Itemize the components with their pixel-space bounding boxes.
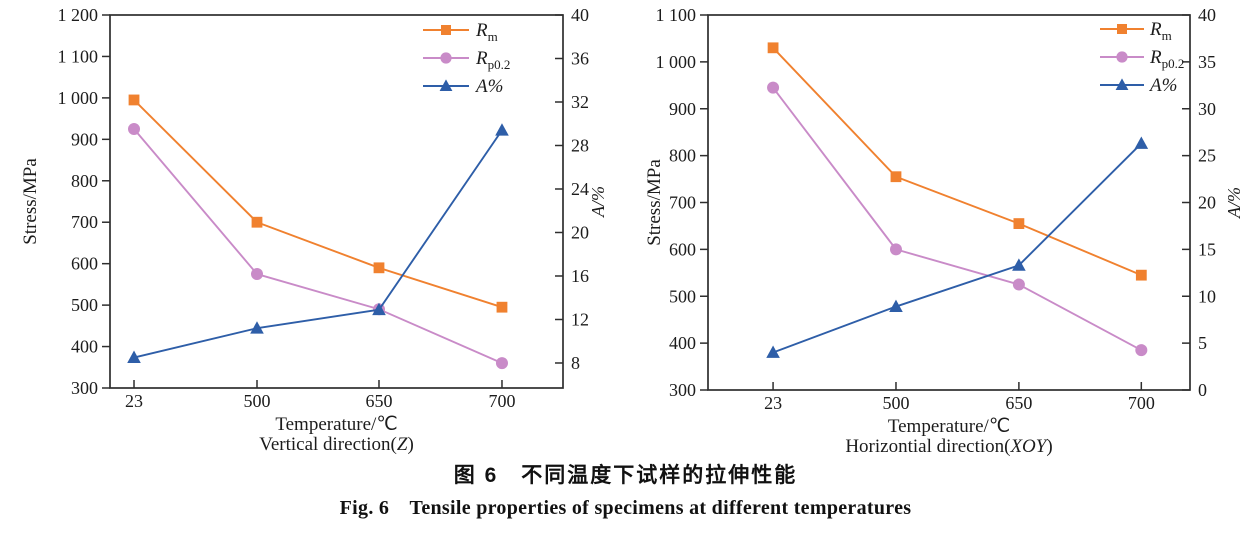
svg-text:900: 900 — [71, 129, 98, 149]
svg-text:600: 600 — [669, 239, 696, 259]
svg-text:12: 12 — [571, 309, 589, 329]
svg-text:700: 700 — [488, 391, 515, 411]
y-axis-right: 40 35 30 25 20 15 10 5 0 — [1182, 5, 1216, 400]
series-a — [766, 136, 1149, 358]
svg-text:5: 5 — [1198, 333, 1207, 353]
legend-item-a: A% — [423, 76, 503, 97]
svg-text:32: 32 — [571, 92, 589, 112]
svg-text:1 000: 1 000 — [58, 88, 99, 108]
legend: Rm Rp0.2 A% — [423, 20, 510, 97]
svg-text:400: 400 — [669, 333, 696, 353]
x-axis-title: Temperature/℃ — [888, 416, 1010, 437]
x-axis-title: Temperature/℃ — [275, 414, 397, 435]
y-axis-right-title: A/% — [588, 186, 608, 218]
caption-chinese: 图 6 不同温度下试样的拉伸性能 — [453, 464, 798, 487]
svg-text:24: 24 — [571, 179, 589, 199]
svg-text:700: 700 — [669, 193, 696, 213]
svg-text:16: 16 — [571, 266, 589, 286]
y-axis-left-title: Stress/MPa — [644, 159, 665, 246]
svg-text:300: 300 — [669, 380, 696, 400]
svg-text:1 200: 1 200 — [58, 5, 99, 25]
svg-text:500: 500 — [71, 295, 98, 315]
svg-text:900: 900 — [669, 99, 696, 119]
legend: Rm Rp0.2 A% — [1100, 19, 1184, 96]
svg-text:1 000: 1 000 — [656, 52, 697, 72]
y-axis-left-title: Stress/MPa — [20, 158, 41, 245]
svg-text:700: 700 — [71, 212, 98, 232]
svg-text:800: 800 — [669, 146, 696, 166]
svg-text:500: 500 — [882, 393, 909, 413]
svg-text:35: 35 — [1198, 52, 1216, 72]
svg-text:A%: A% — [474, 76, 503, 97]
svg-text:25: 25 — [1198, 146, 1216, 166]
y-axis-left: 1 200 1 100 1 000 900 800 700 600 500 400 300 — [58, 5, 110, 398]
y-axis-left: 1 100 1 000 900 800 700 600 500 400 300 — [656, 5, 708, 400]
legend-item-rp0-2: Rp0.2 — [1100, 47, 1184, 71]
svg-text:40: 40 — [571, 5, 589, 25]
svg-text:400: 400 — [71, 337, 98, 357]
series-a — [127, 123, 509, 363]
svg-text:650: 650 — [365, 391, 392, 411]
svg-text:650: 650 — [1005, 393, 1032, 413]
svg-text:Rm: Rm — [1149, 19, 1172, 43]
legend-item-rm: Rm — [1100, 19, 1172, 43]
svg-text:A%: A% — [1148, 75, 1177, 96]
series-rp0-2 — [128, 122, 508, 370]
svg-text:800: 800 — [71, 171, 98, 191]
svg-text:20: 20 — [571, 222, 589, 242]
plot-frame — [109, 14, 564, 389]
svg-text:40: 40 — [1198, 5, 1216, 25]
svg-text:300: 300 — [71, 378, 98, 398]
svg-text:Rp0.2: Rp0.2 — [1149, 47, 1184, 71]
svg-text:Rm: Rm — [475, 20, 498, 44]
svg-text:Rp0.2: Rp0.2 — [475, 48, 510, 72]
svg-text:600: 600 — [71, 254, 98, 274]
series-rm — [767, 42, 1147, 281]
y-axis-right: 40 36 32 28 24 20 16 12 8 — [555, 5, 589, 373]
svg-text:500: 500 — [243, 391, 270, 411]
legend-item-rm: Rm — [423, 20, 498, 44]
caption-english: Fig. 6 Tensile properties of specimens a… — [339, 497, 912, 519]
svg-text:23: 23 — [764, 393, 782, 413]
svg-text:15: 15 — [1198, 239, 1216, 259]
svg-text:700: 700 — [1128, 393, 1155, 413]
legend-item-rp0-2: Rp0.2 — [423, 48, 510, 72]
x-axis-subtitle: Vertical direction(Z) — [259, 434, 414, 455]
svg-text:36: 36 — [571, 48, 589, 68]
svg-text:28: 28 — [571, 135, 589, 155]
x-axis-subtitle: Horizontial direction(XOY) — [845, 436, 1052, 457]
y-axis-right-title: A/% — [1224, 187, 1244, 219]
plot-frame — [707, 14, 1191, 391]
svg-text:30: 30 — [1198, 99, 1216, 119]
series-rm — [128, 94, 508, 313]
svg-text:8: 8 — [571, 353, 580, 373]
svg-text:0: 0 — [1198, 380, 1207, 400]
svg-text:500: 500 — [669, 286, 696, 306]
svg-text:20: 20 — [1198, 193, 1216, 213]
svg-text:1 100: 1 100 — [656, 5, 697, 25]
series-rp0-2 — [767, 81, 1148, 357]
chart-vertical-z: 1 200 1 100 1 000 900 800 700 600 500 400 300 Stre… — [20, 5, 608, 455]
svg-text:10: 10 — [1198, 286, 1216, 306]
svg-text:1 100: 1 100 — [58, 46, 99, 66]
legend-item-a: A% — [1100, 75, 1177, 96]
svg-text:23: 23 — [125, 391, 143, 411]
